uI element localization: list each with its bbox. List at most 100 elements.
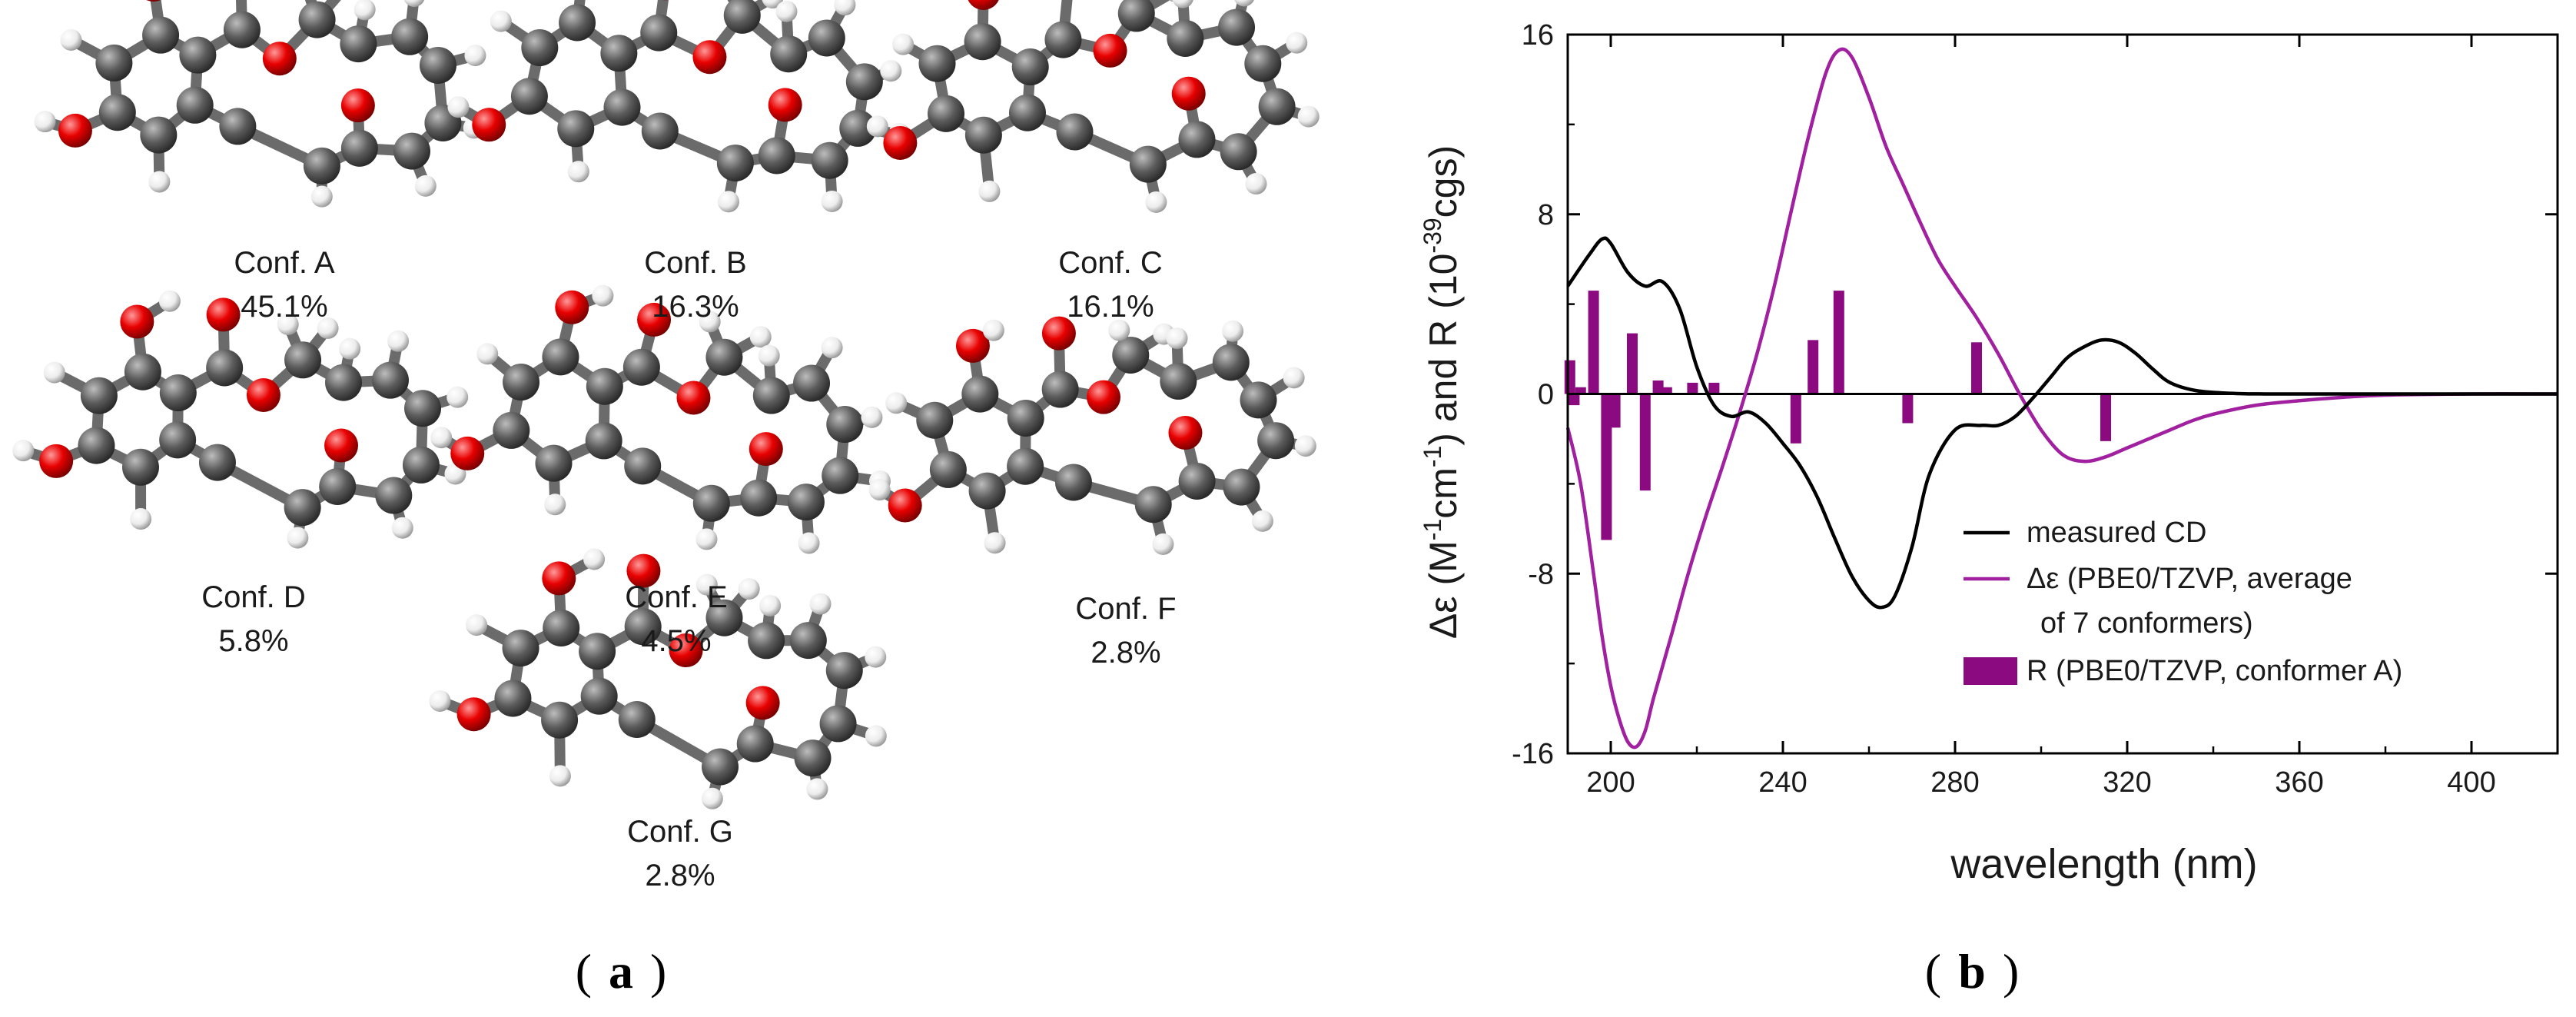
hydrogen-atom	[1286, 32, 1308, 54]
carbon-atom	[303, 147, 340, 184]
hydrogen-atom	[476, 343, 499, 365]
carbon-atom	[819, 705, 857, 743]
rotational-strength-bar	[1790, 394, 1801, 444]
hydrogen-atom	[1294, 435, 1316, 457]
oxygen-atom	[262, 42, 297, 76]
conformer-molecule	[447, 0, 910, 213]
hydrogen-atom	[567, 161, 589, 183]
hydrogen-atom	[775, 0, 798, 22]
carbon-atom	[723, 0, 761, 34]
conformer-c-population: 16.1%	[1067, 290, 1154, 324]
rotational-strength-bar	[2100, 394, 2111, 441]
hydrogen-atom	[34, 111, 56, 133]
oxygen-atom	[146, 0, 161, 2]
carbon-atom	[705, 338, 743, 376]
oxygen-atom	[39, 444, 74, 478]
x-tick-label: 360	[2275, 766, 2323, 799]
carbon-atom	[702, 748, 739, 786]
carbon-atom	[1220, 133, 1257, 171]
conformer-d-population: 5.8%	[218, 624, 288, 658]
hydrogen-atom	[865, 725, 887, 747]
rotational-strength-bar	[1708, 382, 1720, 394]
calculated-cd-line	[1565, 47, 2558, 749]
chart-axes: 200 240 280 320 360 400 -16 -8 0 8 16	[1512, 19, 2559, 799]
carbon-atom	[1223, 468, 1260, 506]
carbon-atom	[542, 338, 579, 376]
carbon-atom	[541, 701, 579, 739]
carbon-atom	[402, 446, 440, 484]
carbon-atom	[839, 109, 877, 147]
oxygen-atom	[888, 488, 922, 523]
cd-spectrum-chart: 200 240 280 320 360 400 -16 -8 0 8 16 measured CD Δ…	[1512, 19, 2559, 799]
carbon-atom	[494, 680, 532, 717]
y-tick-label: -16	[1512, 738, 1554, 770]
carbon-atom	[1117, 0, 1155, 32]
legend-label-calculated: Δε (PBE0/TZVP, average	[2027, 563, 2352, 595]
conformer-a-population: 45.1%	[241, 290, 327, 324]
carbon-atom	[319, 468, 357, 506]
carbon-atom	[770, 35, 808, 73]
rotational-strength-bar	[1687, 382, 1698, 394]
hydrogen-atom	[1234, 0, 1254, 7]
hydrogen-atom	[339, 337, 361, 360]
carbon-atom	[716, 145, 754, 182]
y-tick-label: 8	[1538, 199, 1554, 231]
carbon-atom	[142, 16, 180, 54]
hydrogen-atom	[880, 60, 902, 82]
oxygen-atom	[626, 553, 661, 588]
conformer-molecule	[429, 548, 887, 809]
hydrogen-atom	[403, 0, 425, 8]
carbon-atom	[1008, 94, 1046, 131]
carbon-atom	[371, 361, 409, 399]
carbon-atom	[752, 377, 790, 414]
carbon-atom	[794, 739, 832, 777]
conformer-molecule	[430, 284, 891, 554]
panel-b-label: ( b )	[1925, 944, 2020, 999]
hydrogen-atom	[695, 573, 718, 596]
oxygen-atom	[745, 686, 780, 720]
hydrogen-atom	[821, 337, 843, 359]
conformer-g-population: 2.8%	[645, 859, 715, 892]
oxygen-atom	[1171, 76, 1206, 111]
carbon-atom	[826, 406, 864, 444]
conformer-g-name: Conf. G	[627, 815, 733, 849]
x-tick-label: 200	[1586, 766, 1635, 799]
carbon-atom	[736, 725, 774, 763]
hydrogen-atom	[391, 517, 413, 539]
carbon-atom	[603, 88, 641, 126]
carbon-atom	[705, 599, 743, 636]
conformer-d-name: Conf. D	[201, 580, 306, 614]
hydrogen-atom	[1245, 173, 1267, 195]
carbon-atom	[1244, 45, 1282, 82]
carbon-atom	[219, 108, 257, 145]
hydrogen-atom	[1172, 0, 1193, 8]
hydrogen-atom	[549, 765, 571, 787]
oxygen-atom	[1087, 380, 1121, 414]
carbon-atom	[1054, 464, 1092, 501]
oxygen-atom	[555, 290, 589, 324]
rotational-strength-bar	[1971, 342, 1982, 394]
hydrogen-atom	[60, 28, 82, 51]
hydrogen-atom	[12, 440, 35, 462]
carbon-atom	[580, 677, 618, 715]
hydrogen-atom	[738, 578, 760, 600]
y-tick-label: -8	[1528, 558, 1554, 590]
carbon-atom	[159, 374, 197, 412]
panel-b-letter: b	[1958, 944, 1986, 999]
hydrogen-atom	[699, 311, 721, 333]
carbon-atom	[641, 112, 679, 150]
conformer-a-name: Conf. A	[234, 246, 335, 280]
carbon-atom	[928, 95, 965, 132]
carbon-atom	[298, 1, 336, 38]
carbon-atom	[1218, 8, 1256, 46]
rotational-strength-bars	[1564, 291, 2111, 540]
oxygen-atom	[955, 328, 990, 363]
x-axis-label: wavelength (nm)	[1950, 841, 2257, 887]
carbon-atom	[845, 63, 883, 101]
svg-text:): )	[650, 944, 666, 999]
carbon-atom	[340, 129, 378, 167]
x-tick-label: 240	[1758, 766, 1807, 799]
hydrogen-atom	[430, 427, 453, 449]
hydrogen-atom	[1297, 105, 1320, 128]
